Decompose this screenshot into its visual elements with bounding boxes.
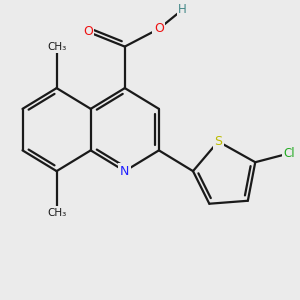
Text: CH₃: CH₃ [47,42,66,52]
Text: O: O [154,22,164,35]
Text: O: O [83,25,93,38]
Text: Cl: Cl [284,147,295,160]
Text: H: H [178,3,187,16]
Text: S: S [214,135,222,148]
Text: CH₃: CH₃ [47,208,66,218]
Text: N: N [120,165,130,178]
